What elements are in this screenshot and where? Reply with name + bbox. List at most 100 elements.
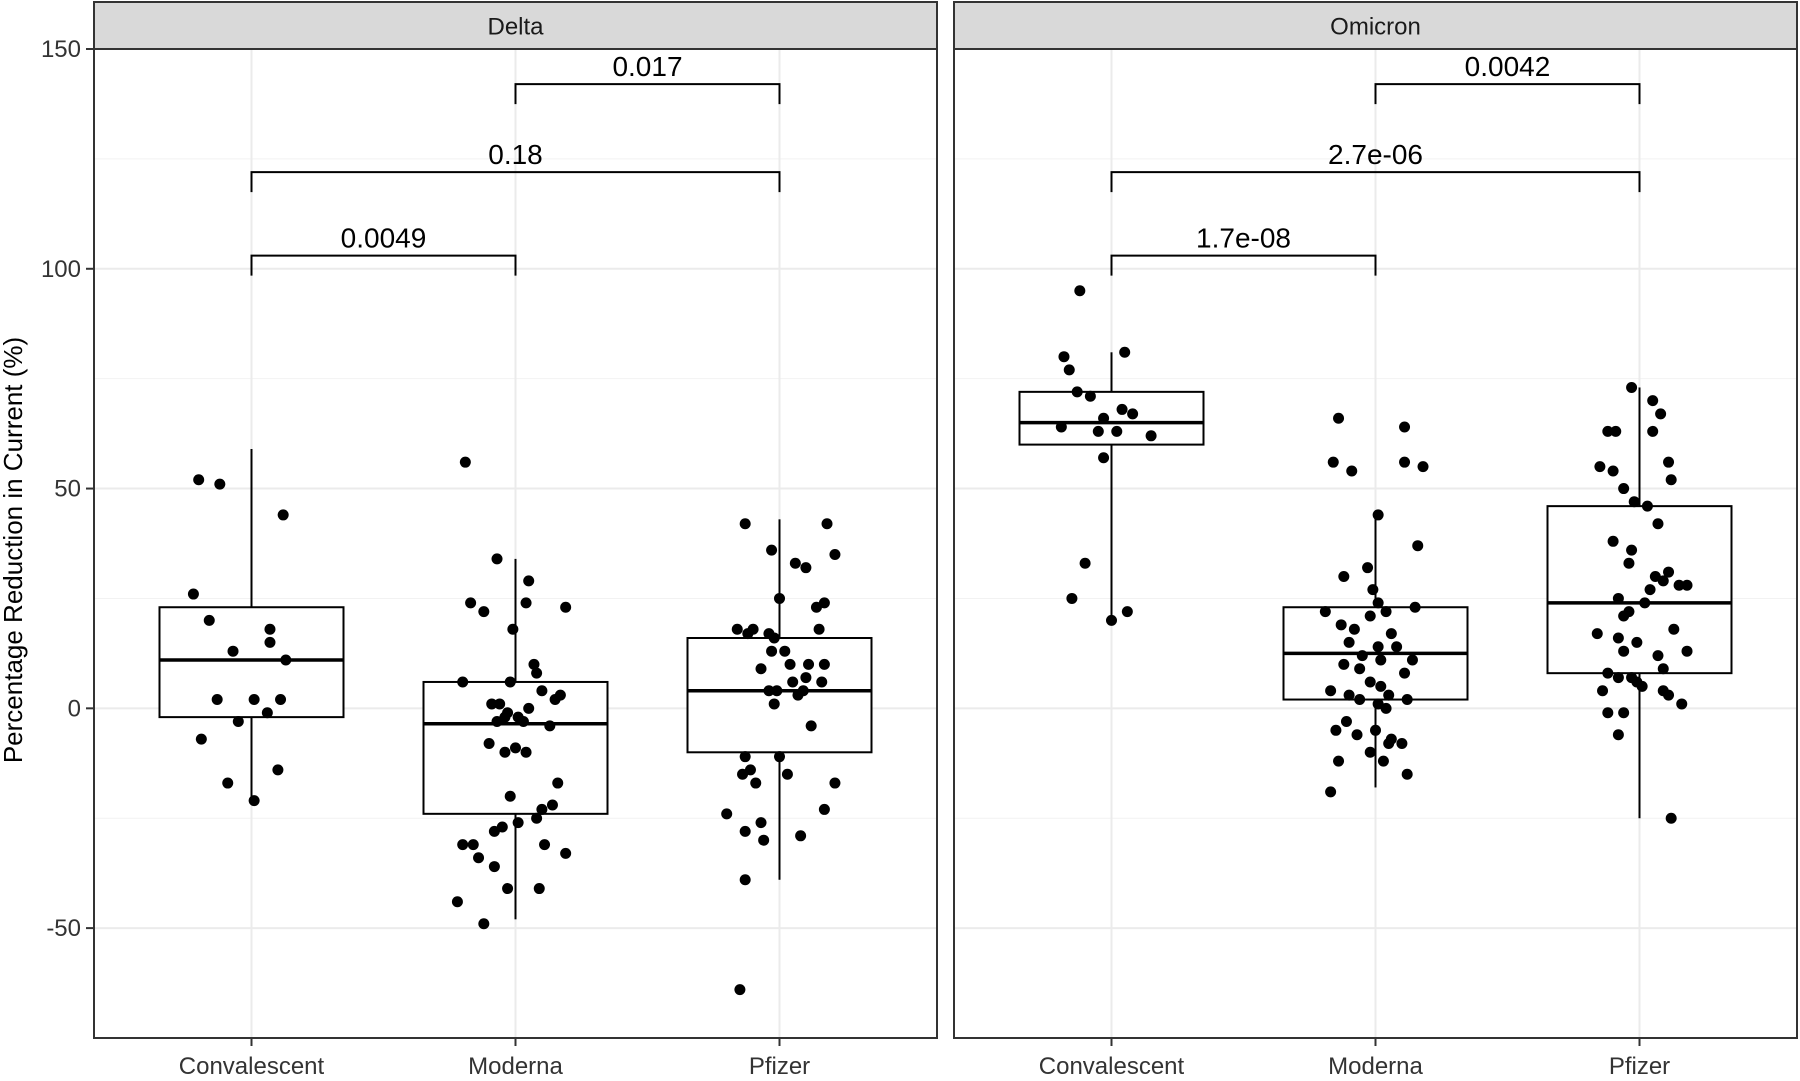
data-point-omicron-pfizer-103 — [1612, 672, 1624, 684]
data-point-omicron-pfizer-88 — [1681, 579, 1693, 591]
data-point-omicron-pfizer-102 — [1602, 667, 1614, 679]
data-point-delta-convalescent-8 — [280, 654, 292, 666]
panels: Delta 0.017 0.18 0.0049 Convalescent Moderna P… — [41, 1, 1798, 1080]
data-point-delta-pfizer-83 — [803, 658, 815, 670]
data-point-delta-moderna-54 — [467, 839, 479, 851]
data-point-delta-moderna-57 — [560, 847, 572, 859]
data-point-omicron-pfizer-107 — [1597, 685, 1609, 697]
data-point-delta-convalescent-16 — [222, 777, 234, 789]
data-point-omicron-moderna-31 — [1319, 606, 1331, 618]
data-point-omicron-moderna-35 — [1348, 623, 1360, 635]
data-point-delta-moderna-44 — [499, 746, 511, 758]
p-value-label-omicron-2: 1.7e-08 — [1196, 223, 1291, 254]
data-point-delta-moderna-53 — [488, 825, 500, 837]
data-point-delta-moderna-30 — [536, 685, 548, 697]
data-point-delta-pfizer-69 — [800, 562, 812, 574]
data-point-omicron-moderna-56 — [1330, 724, 1342, 736]
data-point-omicron-pfizer-72 — [1647, 425, 1659, 437]
data-point-omicron-pfizer-76 — [1665, 474, 1677, 486]
data-point-delta-convalescent-1 — [214, 478, 226, 490]
data-point-omicron-moderna-22 — [1346, 465, 1358, 477]
data-point-delta-pfizer-102 — [721, 808, 733, 820]
data-point-omicron-pfizer-98 — [1681, 645, 1693, 657]
box-omicron-pfizer — [1546, 505, 1733, 675]
comparison-bracket-omicron-0 — [1374, 83, 1641, 105]
data-point-delta-moderna-47 — [504, 790, 516, 802]
data-point-omicron-pfizer-67 — [1626, 381, 1638, 393]
data-point-omicron-moderna-20 — [1327, 456, 1339, 468]
data-point-omicron-pfizer-77 — [1618, 483, 1630, 495]
data-point-delta-moderna-40 — [491, 716, 503, 728]
data-point-omicron-convalescent-14 — [1079, 557, 1091, 569]
data-point-delta-moderna-42 — [483, 737, 495, 749]
data-point-delta-convalescent-4 — [203, 614, 215, 626]
data-point-omicron-convalescent-1 — [1058, 351, 1070, 363]
data-point-omicron-moderna-41 — [1375, 654, 1387, 666]
data-point-omicron-convalescent-7 — [1127, 408, 1139, 420]
data-point-omicron-pfizer-89 — [1644, 584, 1656, 596]
data-point-delta-pfizer-94 — [739, 751, 751, 763]
data-point-omicron-pfizer-100 — [1652, 650, 1664, 662]
data-point-delta-moderna-20 — [523, 575, 535, 587]
data-point-omicron-pfizer-96 — [1612, 632, 1624, 644]
data-point-omicron-convalescent-8 — [1098, 412, 1110, 424]
data-point-omicron-moderna-25 — [1412, 540, 1424, 552]
data-point-omicron-moderna-26 — [1338, 570, 1350, 582]
panel-delta: Delta 0.017 0.18 0.0049 Convalescent Moderna P… — [41, 1, 938, 1080]
data-point-delta-convalescent-15 — [272, 764, 284, 776]
data-point-delta-pfizer-77 — [768, 632, 780, 644]
data-point-delta-pfizer-91 — [792, 689, 804, 701]
data-point-omicron-pfizer-93 — [1618, 610, 1630, 622]
data-point-delta-moderna-39 — [517, 716, 529, 728]
data-point-omicron-convalescent-16 — [1121, 606, 1133, 618]
data-point-omicron-convalescent-3 — [1063, 364, 1075, 376]
data-point-omicron-moderna-40 — [1356, 650, 1368, 662]
data-point-delta-moderna-63 — [478, 918, 490, 930]
y-tick-label--50: -50 — [46, 915, 81, 942]
data-point-delta-pfizer-92 — [768, 698, 780, 710]
data-point-delta-moderna-21 — [465, 597, 477, 609]
data-point-delta-convalescent-13 — [232, 716, 244, 728]
data-point-omicron-moderna-62 — [1364, 746, 1376, 758]
data-point-omicron-moderna-38 — [1372, 641, 1384, 653]
data-point-omicron-moderna-39 — [1391, 641, 1403, 653]
data-point-delta-pfizer-81 — [755, 663, 767, 675]
data-point-delta-moderna-62 — [451, 896, 463, 908]
data-point-delta-convalescent-9 — [211, 694, 223, 706]
data-point-omicron-convalescent-0 — [1074, 285, 1086, 297]
data-point-omicron-moderna-21 — [1399, 456, 1411, 468]
x-tick-label-delta-moderna: Moderna — [468, 1053, 563, 1076]
data-point-delta-pfizer-89 — [771, 685, 783, 697]
data-point-delta-convalescent-10 — [248, 694, 260, 706]
data-point-omicron-pfizer-113 — [1612, 729, 1624, 741]
panel-strip-omicron — [953, 1, 1798, 50]
data-point-delta-moderna-59 — [488, 861, 500, 873]
data-point-omicron-convalescent-17 — [1106, 614, 1117, 626]
data-point-delta-convalescent-2 — [277, 509, 289, 521]
data-point-delta-pfizer-104 — [739, 825, 751, 837]
data-point-delta-pfizer-79 — [766, 645, 778, 657]
data-point-omicron-moderna-51 — [1354, 694, 1366, 706]
data-point-omicron-moderna-49 — [1343, 689, 1355, 701]
data-point-omicron-moderna-55 — [1340, 716, 1352, 728]
y-tick-label-100: 100 — [41, 256, 81, 283]
p-value-label-delta-2: 0.0049 — [341, 223, 427, 254]
data-point-delta-convalescent-6 — [264, 636, 276, 648]
data-point-omicron-moderna-58 — [1351, 729, 1363, 741]
y-tick-label-50: 50 — [54, 476, 81, 503]
data-point-delta-moderna-48 — [546, 799, 558, 811]
data-point-delta-pfizer-86 — [787, 676, 799, 688]
data-point-omicron-pfizer-90 — [1612, 592, 1624, 604]
p-value-label-delta-1: 0.18 — [488, 139, 543, 170]
data-point-delta-moderna-25 — [507, 623, 519, 635]
data-point-omicron-convalescent-11 — [1111, 425, 1123, 437]
data-point-delta-moderna-41 — [544, 720, 556, 732]
data-point-delta-pfizer-95 — [774, 751, 785, 763]
data-point-omicron-moderna-46 — [1364, 676, 1376, 688]
data-point-omicron-convalescent-2 — [1119, 346, 1131, 358]
data-point-delta-pfizer-66 — [766, 544, 778, 556]
data-point-delta-pfizer-105 — [795, 830, 807, 842]
data-point-omicron-moderna-18 — [1333, 412, 1345, 424]
data-point-omicron-moderna-32 — [1335, 619, 1347, 631]
